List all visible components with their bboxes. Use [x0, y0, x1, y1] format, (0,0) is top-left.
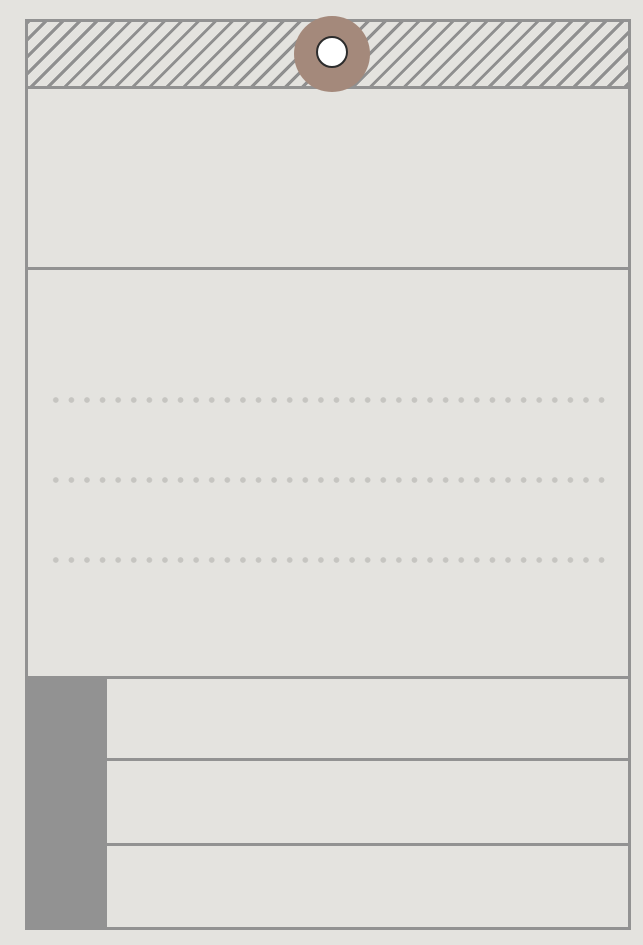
dotted-line-2 — [48, 477, 610, 483]
row-divider-2 — [28, 843, 628, 846]
dotted-line-3 — [48, 557, 610, 563]
tag-card — [25, 16, 631, 930]
row-swatch-1 — [28, 679, 107, 758]
tag-row-2 — [28, 761, 628, 843]
dotted-line-1 — [48, 397, 610, 403]
row-swatch-3 — [28, 846, 107, 927]
writing-panel — [28, 270, 628, 679]
row-swatch-2 — [28, 761, 107, 843]
grommet-hole — [316, 36, 348, 68]
header-panel — [28, 89, 628, 270]
tag-row-3 — [28, 846, 628, 927]
row-divider-1 — [28, 758, 628, 761]
grommet-icon — [294, 16, 370, 92]
tag-row-1 — [28, 679, 628, 758]
